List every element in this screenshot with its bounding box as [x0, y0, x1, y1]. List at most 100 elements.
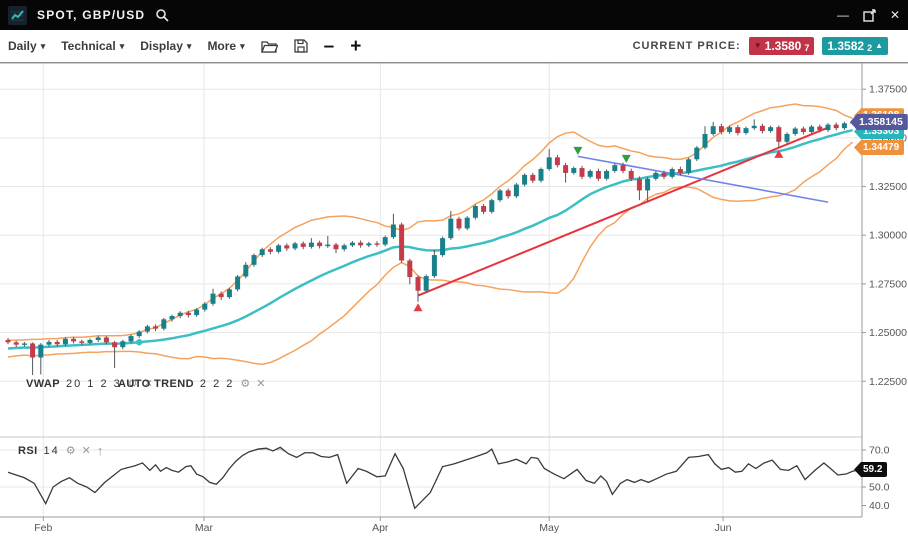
candle-body — [563, 165, 569, 173]
candle-body — [54, 341, 60, 345]
popout-button[interactable] — [863, 8, 876, 22]
open-folder-icon[interactable] — [260, 39, 278, 53]
rsi-settings-gear-icon[interactable]: ⚙ — [65, 445, 76, 457]
candle-body — [546, 157, 552, 170]
menu-timeframe-label: Daily — [8, 39, 37, 53]
candle-body — [833, 124, 839, 129]
auto-trend-legend: AUTO TREND 2 2 2 ⚙ ✕ — [118, 377, 266, 391]
candle-body — [456, 218, 462, 229]
candle-body — [366, 243, 372, 246]
candle-body — [144, 326, 150, 332]
vwap-settings-gear-icon[interactable]: ⚙ — [127, 378, 138, 390]
candle-body — [202, 303, 208, 310]
candle-body — [448, 218, 454, 239]
candle-body — [743, 128, 749, 134]
candle-body — [358, 242, 364, 246]
bollinger-lower-band-line — [7, 141, 854, 366]
candle-body — [669, 169, 675, 177]
candle-body — [571, 168, 577, 173]
candle-body — [710, 126, 716, 134]
candle-body — [645, 178, 651, 191]
candle-body — [374, 243, 380, 245]
rsi-legend: RSI 14 ⚙ ✕ ↑ — [18, 443, 103, 458]
menu-more[interactable]: More ▾ — [207, 39, 244, 53]
price-tick-label: 1.30000 — [869, 230, 907, 242]
candle-body — [325, 244, 331, 247]
app-logo-icon — [8, 5, 27, 25]
rsi-tick-label: 70.0 — [869, 445, 890, 457]
menu-timeframe[interactable]: Daily ▾ — [8, 39, 45, 53]
candle-body — [751, 125, 757, 129]
candle-body — [5, 339, 11, 343]
auto-trend-legend-params: 2 2 2 — [199, 377, 235, 390]
search-icon[interactable] — [155, 8, 169, 22]
candle-body — [349, 242, 355, 246]
candle-body — [71, 338, 77, 342]
price-tick-label: 1.25000 — [869, 327, 907, 339]
close-button[interactable]: ✕ — [889, 8, 900, 22]
auto-trend-settings-gear-icon[interactable]: ⚙ — [240, 378, 251, 390]
candle-body — [653, 172, 659, 179]
candle-body — [235, 276, 241, 290]
candle-body — [792, 128, 798, 134]
rsi-remove-icon[interactable]: ✕ — [81, 445, 91, 457]
candle-body — [407, 260, 413, 278]
ask-price-pip: 2 — [867, 42, 873, 53]
candle-body — [194, 309, 200, 316]
candle-body — [759, 125, 765, 132]
candle-body — [95, 337, 101, 340]
ask-price-button[interactable]: 1.3582 2 ▲ — [822, 37, 888, 55]
candle-body — [677, 169, 683, 173]
price-tick-label: 1.22500 — [869, 376, 907, 388]
current-price-label: CURRENT PRICE: — [632, 40, 741, 52]
candle-body — [431, 255, 437, 277]
candle-body — [415, 277, 421, 291]
candle-body — [46, 341, 52, 345]
candle-body — [497, 190, 503, 201]
rsi-overbought-fill — [8, 447, 860, 509]
trend-up-marker — [774, 149, 784, 158]
candle-body — [612, 165, 618, 171]
auto-trend-remove-icon[interactable]: ✕ — [256, 378, 266, 390]
candle-body — [489, 200, 495, 212]
caret-down-icon: ▾ — [240, 40, 245, 51]
save-icon[interactable] — [293, 39, 308, 53]
caret-down-icon: ▾ — [186, 40, 192, 51]
candle-body — [87, 339, 93, 343]
rsi-expand-arrow-icon[interactable]: ↑ — [96, 443, 104, 458]
lower-band-price-badge: 1.34479 — [854, 140, 905, 156]
candle-body — [292, 243, 298, 249]
minimize-button[interactable]: — — [836, 8, 849, 22]
zoom-in-button[interactable]: + — [350, 35, 362, 57]
auto-trend-support-line — [417, 126, 829, 297]
candle-body — [341, 245, 347, 250]
candle-body — [809, 126, 815, 133]
vwap-legend-name: VWAP — [26, 377, 60, 390]
last-price-badge: 1.358145 — [850, 114, 908, 131]
trend-down-marker — [621, 154, 631, 163]
menu-technical[interactable]: Technical ▾ — [61, 39, 124, 53]
candle-body — [423, 276, 429, 291]
candle-body — [251, 255, 257, 265]
arrow-up-icon: ▲ — [875, 41, 883, 50]
candle-body — [226, 289, 232, 298]
vwap-legend-params: 20 1 2 3 — [66, 377, 122, 390]
month-label: Apr — [372, 522, 389, 534]
window-title: SPOT, GBP/USD — [37, 8, 146, 22]
rsi-legend-params: 14 — [43, 444, 60, 457]
bid-price-button[interactable]: ▼ 1.3580 7 — [748, 37, 815, 55]
zoom-out-button[interactable]: – — [323, 35, 335, 57]
bid-price-pip: 7 — [804, 42, 810, 53]
candle-body — [825, 124, 831, 131]
vwap-remove-icon[interactable]: ✕ — [143, 378, 153, 390]
candle-body — [210, 293, 216, 304]
candle-body — [399, 224, 405, 261]
candle-body — [587, 170, 593, 177]
candle-body — [464, 217, 470, 229]
candle-body — [38, 344, 44, 358]
rsi-value-badge: 59.2 — [854, 461, 888, 477]
candle-body — [800, 128, 806, 133]
menu-display[interactable]: Display ▾ — [140, 39, 191, 53]
month-label: Mar — [195, 522, 214, 534]
